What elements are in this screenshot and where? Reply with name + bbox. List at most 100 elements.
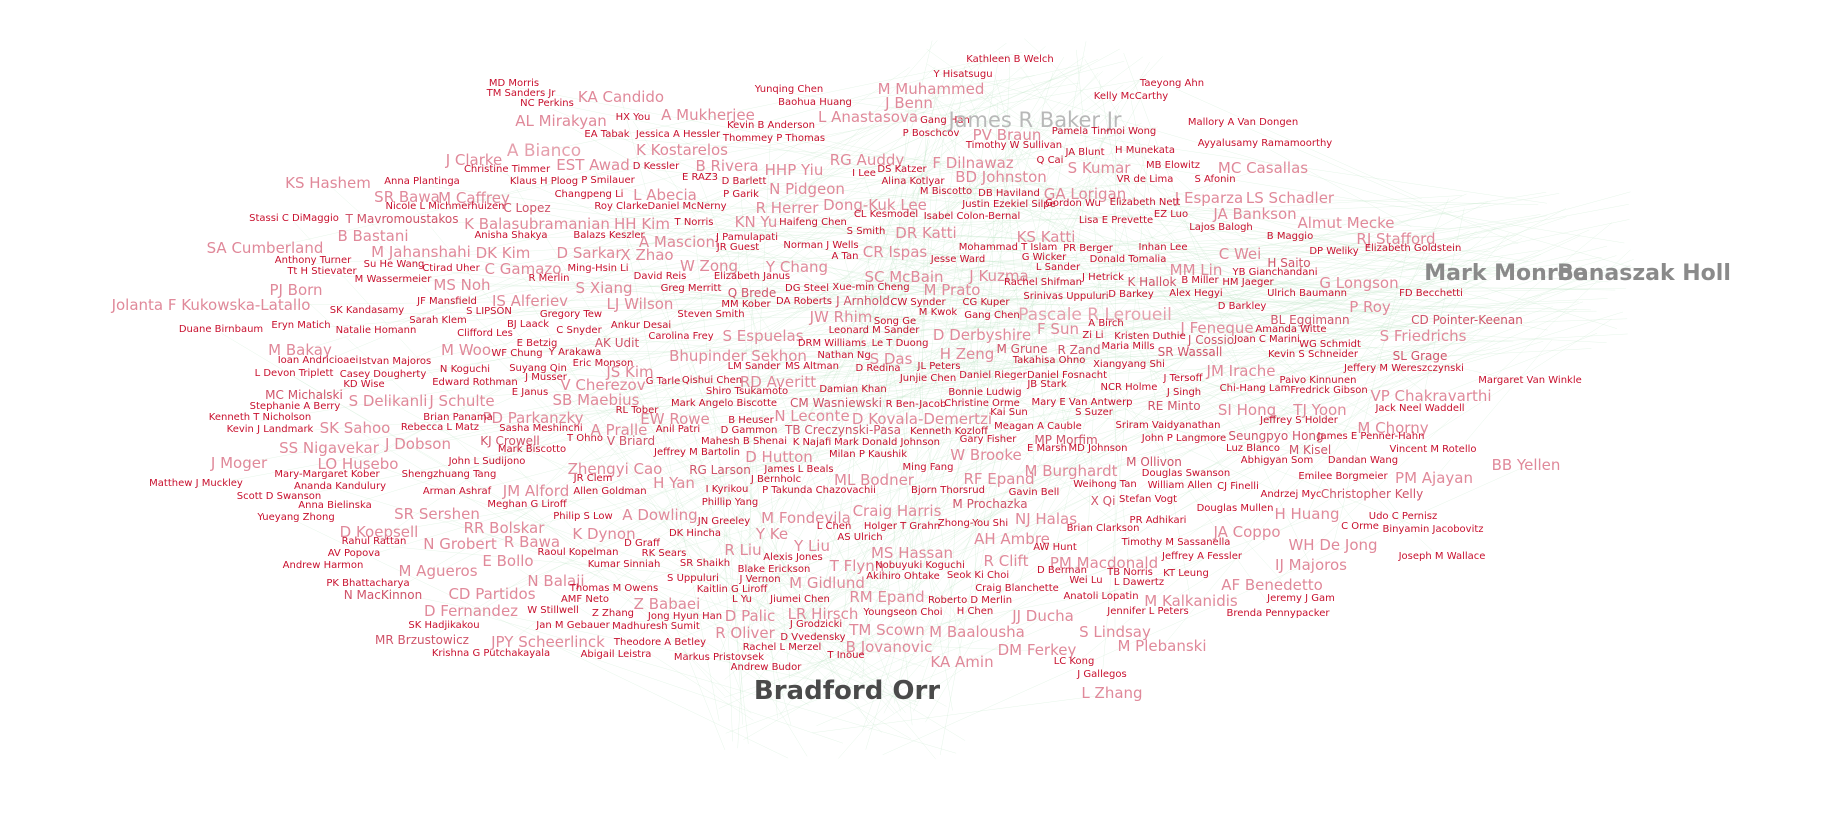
author-node-label[interactable]: Amanda Witte — [1255, 324, 1327, 335]
author-node-label[interactable]: DA Roberts — [776, 296, 832, 307]
author-node-label[interactable]: R Herrer — [755, 199, 819, 217]
author-node-label[interactable]: Steven Smith — [677, 309, 745, 320]
author-node-label[interactable]: J Feneque — [1180, 319, 1254, 337]
author-node-label[interactable]: DRM Williams — [797, 338, 867, 349]
author-node-label[interactable]: H Zeng — [939, 345, 995, 363]
author-node-label[interactable]: K Hallok — [1127, 275, 1177, 289]
author-node-label[interactable]: J Cossio — [1187, 333, 1235, 347]
author-node-label[interactable]: J Kuzma — [969, 267, 1029, 285]
author-node-label[interactable]: AS Ulrich — [837, 532, 883, 543]
author-node-label[interactable]: Madhuresh Sumit — [612, 621, 700, 632]
author-node-label[interactable]: K Kostarelos — [636, 141, 728, 159]
author-node-label[interactable]: Alex Hegyi — [1169, 288, 1223, 299]
author-node-label[interactable]: James L Beals — [764, 464, 834, 475]
author-node-label[interactable]: Kevin J Landmark — [226, 424, 314, 435]
author-node-label[interactable]: SI Hong — [1217, 401, 1277, 419]
author-node-label[interactable]: S Afonin — [1194, 174, 1236, 185]
author-node-label[interactable]: ML Bodner — [834, 471, 914, 489]
author-node-label[interactable]: T Inoue — [827, 650, 865, 661]
author-node-label[interactable]: Le T Duong — [871, 338, 929, 349]
author-node-label[interactable]: TB Creczynski-Pasa — [785, 423, 901, 437]
author-node-label[interactable]: Wei Lu — [1069, 575, 1103, 586]
author-node-label[interactable]: SL Grage — [1392, 349, 1448, 363]
author-node-label[interactable]: BJ Laack — [506, 319, 550, 330]
author-node-label[interactable]: J Musser — [525, 372, 567, 383]
author-node-label[interactable]: V Cherezov — [560, 376, 646, 394]
author-node-label[interactable]: M Chorny — [1357, 419, 1429, 437]
author-node-label[interactable]: L Devon Triplett — [254, 368, 334, 379]
author-node-label[interactable]: Mallory A Van Dongen — [1187, 117, 1299, 128]
author-node-label[interactable]: C Gamazo — [484, 260, 562, 278]
author-node-label[interactable]: Luz Blanco — [1226, 443, 1280, 454]
author-node-label[interactable]: S Friedrichs — [1379, 327, 1467, 345]
author-node-label[interactable]: Edward Rothman — [432, 377, 518, 388]
author-node-label[interactable]: Blake Erickson — [737, 564, 811, 575]
author-node-label[interactable]: Philip S Low — [553, 511, 613, 522]
author-node-label[interactable]: Andrew Harmon — [282, 560, 364, 571]
author-node-label[interactable]: Anatoli Lopatin — [1063, 591, 1139, 602]
author-node-label[interactable]: E Janus — [511, 387, 549, 398]
author-node-label[interactable]: PM Ajayan — [1395, 469, 1473, 487]
author-node-label[interactable]: Brian Clarkson — [1066, 523, 1140, 534]
author-node-label[interactable]: Q Brede — [727, 286, 777, 300]
author-node-label[interactable]: M Ollivon — [1126, 455, 1182, 469]
author-node-label[interactable]: Clifford Les — [457, 328, 513, 339]
author-node-label[interactable]: Meghan G Liroff — [487, 499, 567, 510]
author-node-label[interactable]: SR Shaikh — [679, 558, 731, 569]
author-node-label[interactable]: EA Tabak — [584, 129, 630, 140]
author-node-label[interactable]: Jeffrey A Fessler — [1162, 551, 1242, 562]
author-node-label[interactable]: M Plebanski — [1117, 637, 1207, 655]
author-node-label[interactable]: T Flynn — [829, 557, 885, 575]
author-node-label[interactable]: SR Sershen — [394, 505, 480, 523]
author-node-label[interactable]: Damian Khan — [819, 384, 887, 395]
author-node-label[interactable]: Y Chang — [765, 258, 829, 276]
author-node-label[interactable]: D Sarkar — [556, 244, 622, 262]
author-node-label[interactable]: Jong Hyun Han — [647, 611, 723, 622]
author-node-label[interactable]: Y Ke — [755, 525, 789, 543]
author-node-label[interactable]: Raoul Kopelman — [537, 547, 619, 558]
author-node-label[interactable]: D Berman — [1036, 565, 1088, 576]
author-node-label[interactable]: TM Sanders Jr — [486, 88, 556, 99]
author-node-label[interactable]: Daniel Rieger — [959, 370, 1027, 381]
author-node-label[interactable]: Shiro Tsukamoto — [705, 386, 789, 397]
author-node-label[interactable]: T Ohno — [567, 433, 603, 444]
author-node-label[interactable]: Gary Fisher — [959, 434, 1017, 445]
author-node-label[interactable]: J Grodzicki — [789, 619, 843, 630]
author-node-label[interactable]: Jessica A Hessler — [635, 129, 721, 140]
author-node-label[interactable]: Thomas M Owens — [569, 583, 659, 594]
author-node-label[interactable]: Rachel L Merzel — [742, 642, 822, 653]
author-node-label[interactable]: Fredrick Gibson — [1290, 385, 1368, 396]
author-node-label[interactable]: Joseph M Wallace — [1398, 551, 1486, 562]
author-node-label[interactable]: Yueyang Zhong — [257, 512, 335, 523]
author-node-label[interactable]: AL Mirakyan — [515, 112, 607, 130]
author-node-label[interactable]: A Bianco — [506, 141, 582, 161]
author-node-label[interactable]: Tt H Stievater — [287, 266, 357, 277]
author-node-label[interactable]: Christine Timmer — [463, 164, 551, 175]
author-node-label[interactable]: P Garik — [723, 189, 759, 200]
author-node-label[interactable]: M Muhammed — [877, 80, 985, 98]
author-node-label[interactable]: TB Norris — [1107, 567, 1153, 578]
author-node-label[interactable]: James R Baker Jr — [948, 108, 1122, 132]
author-node-label[interactable]: Casey Dougherty — [339, 369, 427, 380]
author-node-label[interactable]: J Singh — [1166, 387, 1202, 398]
author-node-label[interactable]: I Lee — [852, 168, 876, 179]
author-node-label[interactable]: KJ Crowell — [480, 434, 540, 448]
author-node-label[interactable]: R Zand — [1057, 343, 1101, 357]
author-node-label[interactable]: Jennifer L Peters — [1107, 606, 1189, 617]
author-node-label[interactable]: Youngseon Choi — [863, 607, 943, 618]
author-node-label[interactable]: MP Morfim — [1034, 433, 1098, 447]
author-node-label[interactable]: Dandan Wang — [1327, 455, 1399, 466]
author-node-label[interactable]: Lajos Balogh — [1189, 222, 1253, 233]
author-node-label[interactable]: F Sun — [1037, 320, 1079, 338]
author-node-label[interactable]: JM Irache — [1206, 362, 1276, 380]
author-node-label[interactable]: Qishui Chen — [681, 375, 743, 386]
author-node-label[interactable]: Kai Sun — [990, 407, 1028, 418]
author-node-label[interactable]: Zhengyi Cao — [567, 460, 663, 478]
author-node-label[interactable]: SK Sahoo — [319, 419, 391, 437]
author-node-label[interactable]: R Ben-Jacob — [885, 399, 947, 410]
author-node-label[interactable]: V Briard — [606, 434, 656, 448]
author-node-label[interactable]: MM Kober — [721, 299, 771, 310]
author-node-label[interactable]: JF Mansfield — [417, 296, 477, 307]
author-node-label[interactable]: Weihong Tan — [1073, 479, 1137, 490]
author-node-label[interactable]: Andrew Budor — [730, 662, 802, 673]
